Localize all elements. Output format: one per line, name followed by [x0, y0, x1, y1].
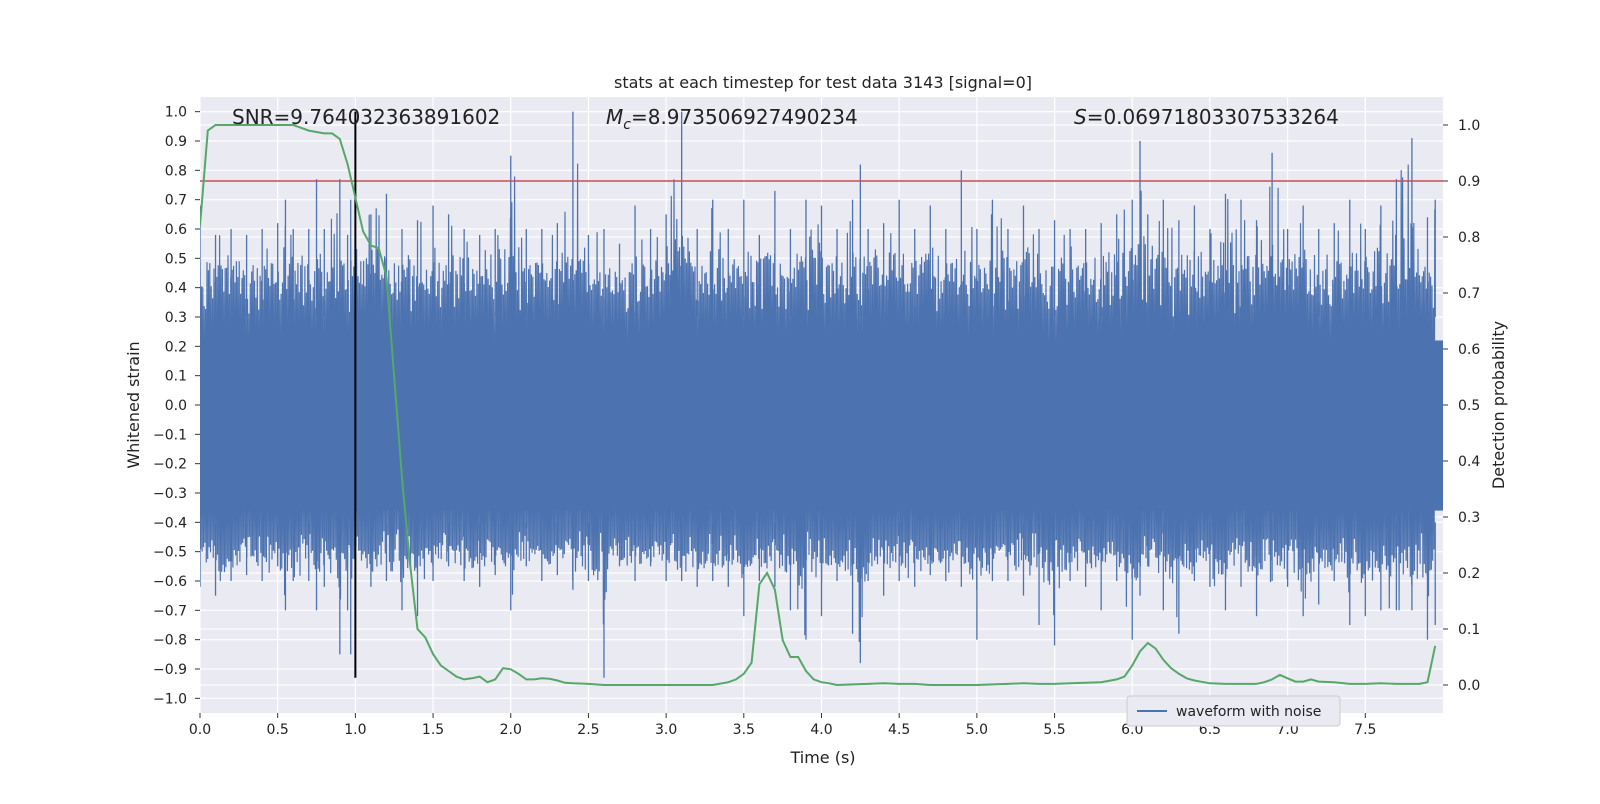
y-left-tick-label: 0.0: [165, 398, 187, 414]
y-left-tick-label: 0.3: [165, 310, 187, 326]
y-left-tick-label: 1.0: [165, 105, 187, 121]
y-right-tick-label: 0.3: [1458, 510, 1480, 526]
y-right-tick-label: 1.0: [1458, 118, 1480, 134]
x-tick-label: 5.5: [1043, 722, 1065, 738]
y-left-tick-label: 0.4: [165, 281, 187, 297]
x-tick-label: 1.5: [422, 722, 444, 738]
detection-probability-line: [200, 124, 1437, 687]
mc-annotation: Mc=8.973506927490234: [606, 105, 858, 133]
mc-value: =8.973506927490234: [631, 105, 858, 129]
s-annotation: S=0.06971803307533264: [1074, 105, 1339, 129]
x-tick-label: 3.0: [655, 722, 677, 738]
y-left-tick-label: −0.5: [153, 545, 187, 561]
legend-entry: waveform with noise: [1176, 704, 1321, 720]
right-axis-ticks: 1.0 0.9 0.8 0.7 0.6 0.5 0.4 0.3 0.2 0.1 0.0: [1443, 118, 1480, 694]
waveform-series: [200, 111, 1443, 678]
y-left-tick-label: 0.5: [165, 251, 187, 267]
mc-symbol: M: [606, 105, 623, 129]
x-tick-label: 0.0: [189, 722, 211, 738]
y-right-tick-label: 0.1: [1458, 622, 1480, 638]
y-right-tick-label: 0.9: [1458, 174, 1480, 190]
x-tick-label: 2.5: [577, 722, 599, 738]
y-left-tick-label: 0.2: [165, 339, 187, 355]
chart-title: stats at each timestep for test data 314…: [614, 73, 1032, 92]
y-left-tick-label: 0.1: [165, 369, 187, 385]
y-left-tick-label: −0.2: [153, 457, 187, 473]
left-axis-ticks: 1.0 0.9 0.8 0.7 0.6 0.5 0.4 0.3 0.2 0.1 0.0 −0.1 −0.…: [153, 105, 200, 707]
y-right-tick-label: 0.0: [1458, 678, 1480, 694]
y-left-tick-label: 0.8: [165, 163, 187, 179]
x-axis-label: Time (s): [789, 748, 855, 767]
y-left-tick-label: 0.6: [165, 222, 187, 238]
y-left-tick-label: 0.9: [165, 134, 187, 150]
y-left-tick-label: −0.4: [153, 515, 187, 531]
x-tick-label: 0.5: [267, 722, 289, 738]
waveform-line: [200, 163, 1436, 643]
y-left-tick-label: −0.6: [153, 574, 187, 590]
legend-box: [1126, 695, 1341, 727]
y-left-tick-label: −1.0: [153, 691, 187, 707]
x-tick-label: 5.0: [966, 722, 988, 738]
right-axis-label: Detection probability: [1489, 321, 1508, 489]
y-right-tick-label: 0.6: [1458, 342, 1480, 358]
x-axis-ticks: 0.0 0.5 1.0 1.5 2.0 2.5 3.0 3.5 4.0 4.5 5.0 5.5 6.0 6…: [189, 713, 1376, 738]
overlay-lines: [200, 111, 1443, 687]
y-left-tick-label: −0.3: [153, 486, 187, 502]
x-tick-label: 2.0: [500, 722, 522, 738]
s-value: =0.06971803307533264: [1087, 105, 1339, 129]
y-right-tick-label: 0.7: [1458, 286, 1480, 302]
legend: waveform with noise: [1126, 695, 1341, 727]
y-left-tick-label: 0.7: [165, 193, 187, 209]
x-tick-label: 3.5: [733, 722, 755, 738]
x-tick-label: 4.5: [888, 722, 910, 738]
y-left-tick-label: −0.1: [153, 427, 187, 443]
snr-annotation: SNR=9.764032363891602: [232, 105, 500, 129]
x-tick-label: 1.0: [344, 722, 366, 738]
y-right-tick-label: 0.4: [1458, 454, 1480, 470]
y-right-tick-label: 0.5: [1458, 398, 1480, 414]
y-right-tick-label: 0.2: [1458, 566, 1480, 582]
left-axis-label: Whitened strain: [124, 341, 143, 468]
y-left-tick-label: −0.9: [153, 662, 187, 678]
s-symbol: S: [1074, 105, 1087, 129]
x-tick-label: 7.5: [1354, 722, 1376, 738]
x-tick-label: 4.0: [810, 722, 832, 738]
y-right-tick-label: 0.8: [1458, 230, 1480, 246]
y-left-tick-label: −0.7: [153, 603, 187, 619]
y-left-tick-label: −0.8: [153, 633, 187, 649]
mc-subscript: c: [623, 117, 631, 133]
